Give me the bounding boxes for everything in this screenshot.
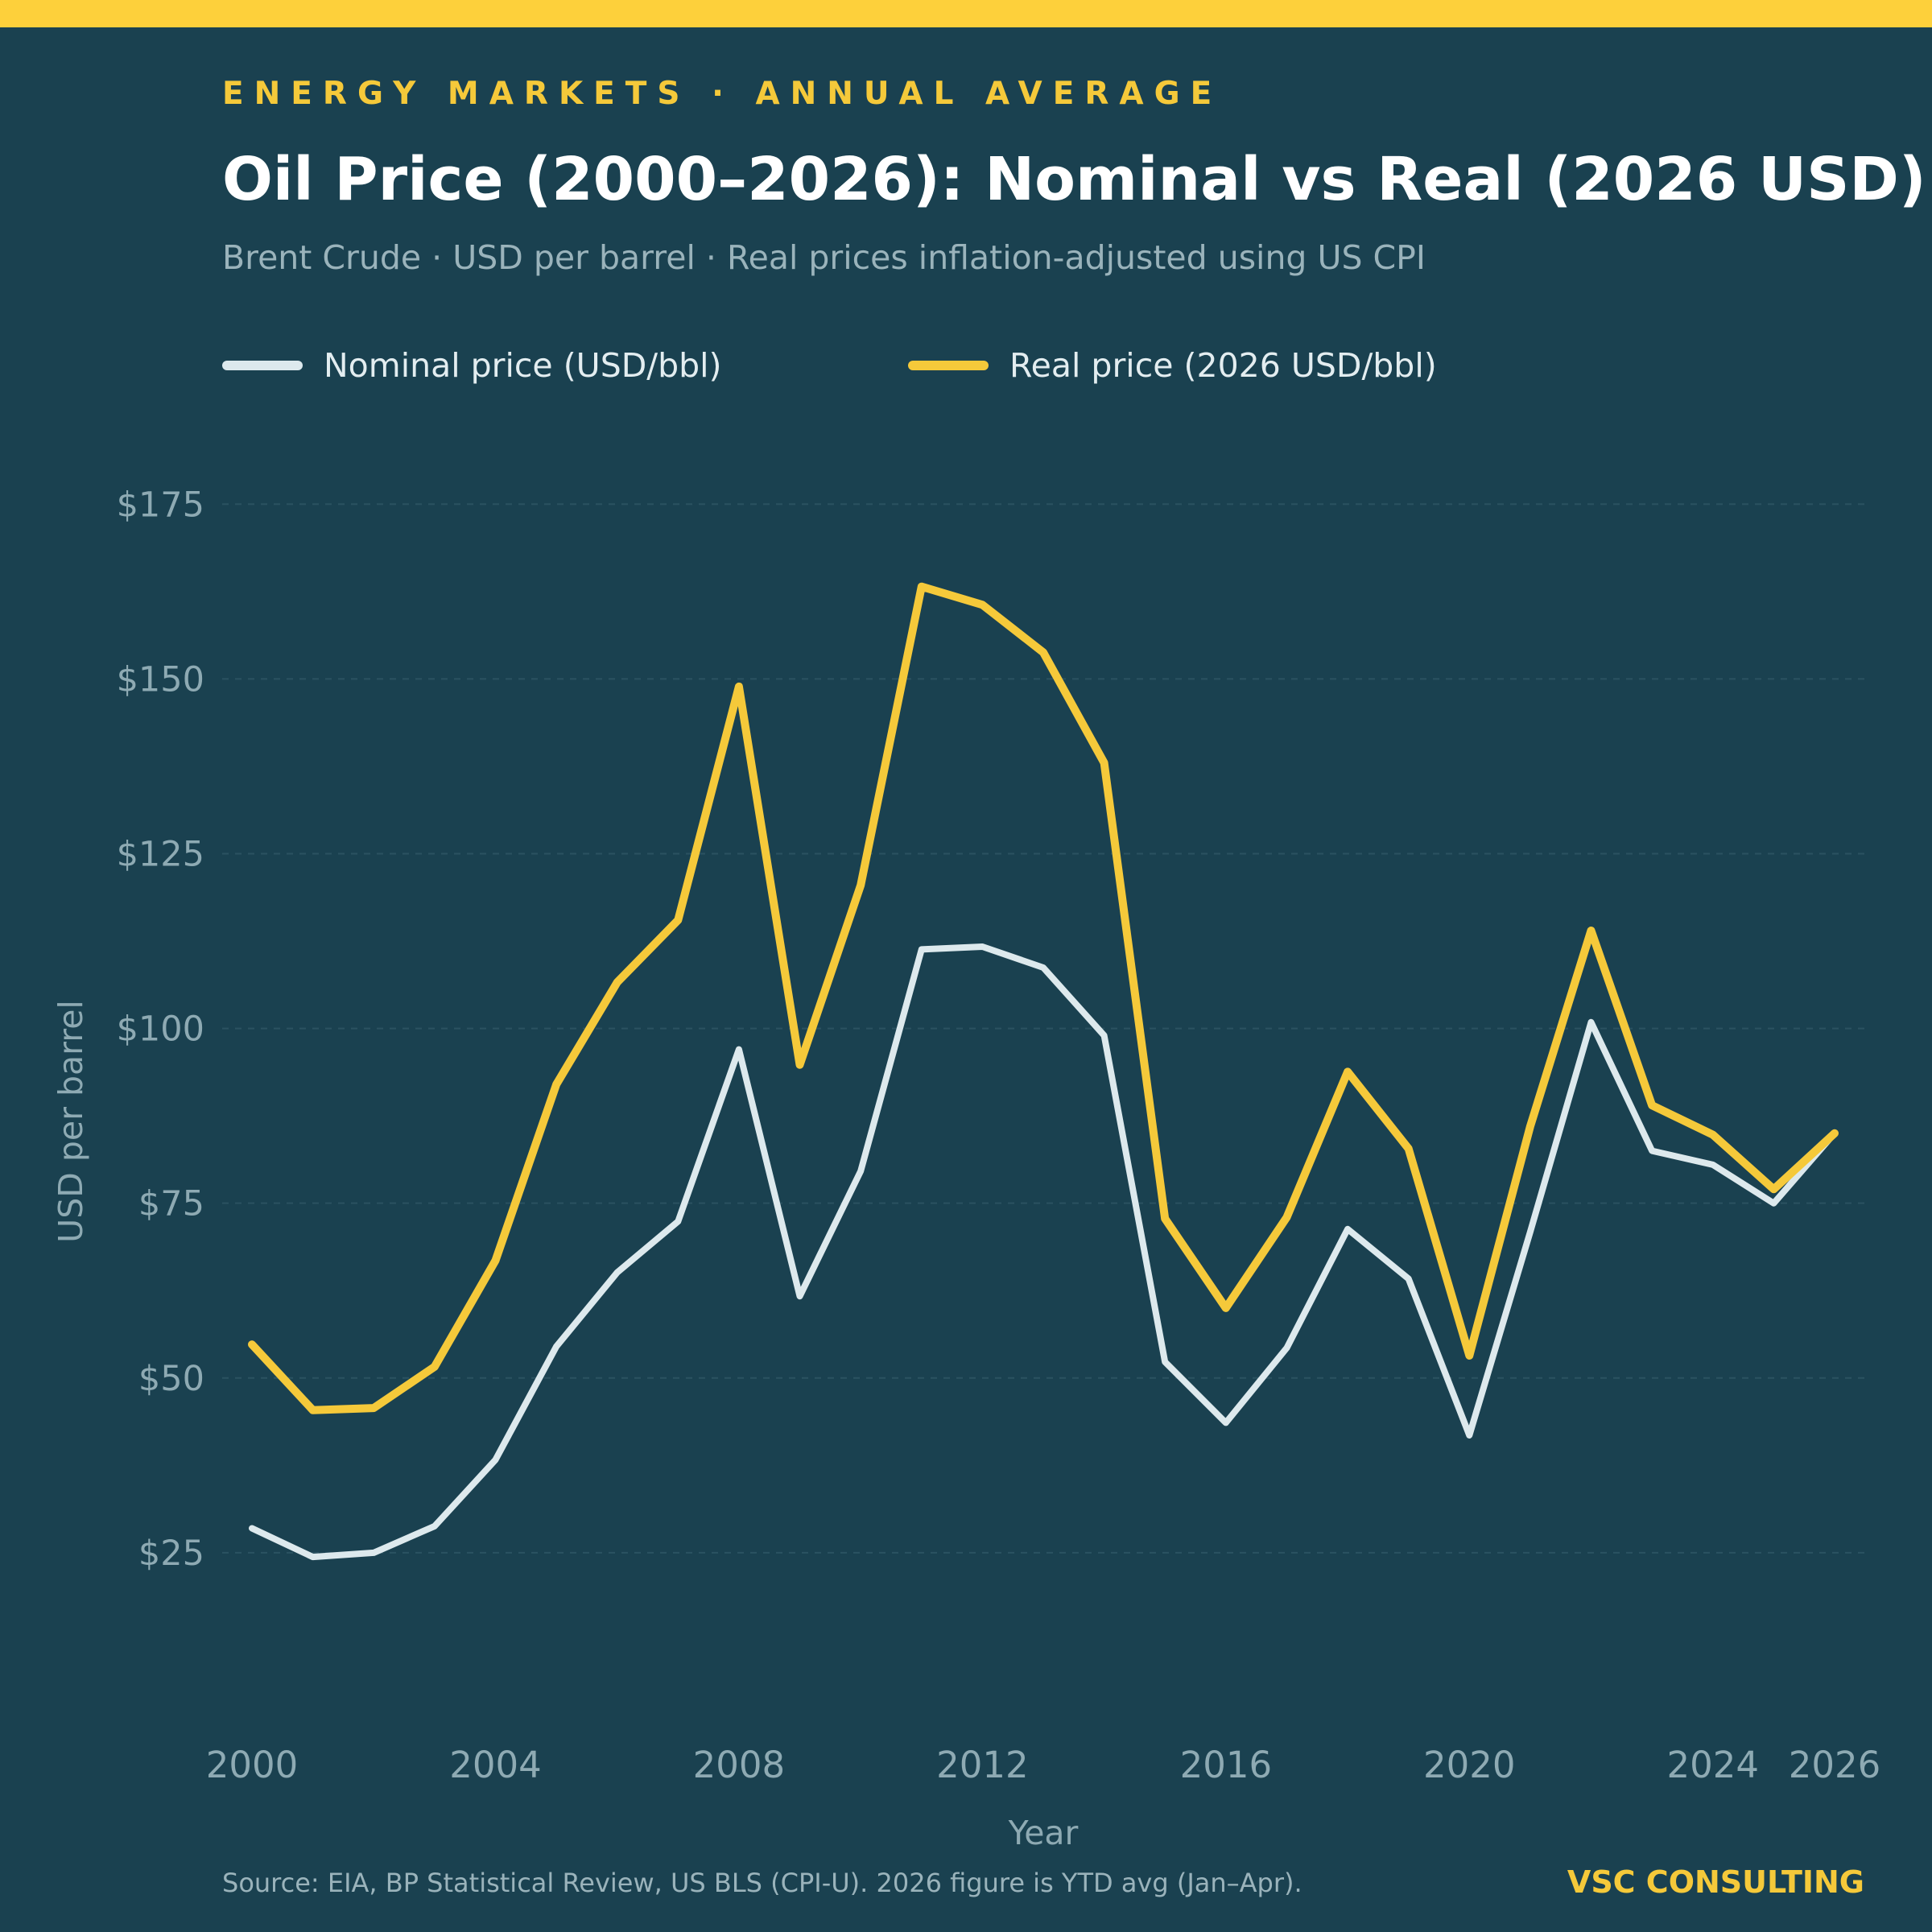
legend-item-nominal: Nominal price (USD/bbl) [222,346,722,385]
legend-swatch-nominal [222,361,303,370]
series-line-nominal [249,943,1838,1561]
legend-label-real: Real price (2026 USD/bbl) [1009,346,1437,385]
y-tick-label: $100 [117,1009,204,1050]
y-axis-label: USD per barrel [52,1000,90,1243]
x-tick-label: 2012 [936,1744,1029,1786]
y-tick-label: $75 [138,1184,204,1224]
y-tick-label: $50 [138,1359,204,1399]
source-note: Source: EIA, BP Statistical Review, US B… [222,1868,1302,1898]
y-tick-label: $150 [117,659,204,700]
chart-series [248,582,1839,1561]
x-tick-label: 2008 [693,1744,786,1786]
y-tick-label: $125 [117,834,204,874]
x-tick-label: 2004 [449,1744,542,1786]
x-tick-label: 2016 [1180,1744,1273,1786]
chart-grid [222,503,1864,1554]
chart-subtitle: Brent Crude · USD per barrel · Real pric… [222,238,1426,277]
x-tick-label: 2000 [206,1744,299,1786]
y-tick-label: $25 [138,1534,204,1574]
x-tick-label: 2024 [1667,1744,1760,1786]
y-tick-label: $175 [117,485,204,525]
legend-label-nominal: Nominal price (USD/bbl) [324,346,722,385]
x-tick-label: 2020 [1423,1744,1516,1786]
x-axis-label: Year [1008,1814,1079,1852]
y-axis-ticks: $25 $50 $75 $100 $125 $150 $175 [117,485,204,1574]
legend-item-real: Real price (2026 USD/bbl) [908,346,1437,385]
x-tick-label: 2026 [1789,1744,1881,1786]
chart-kicker: ENERGY MARKETS · ANNUAL AVERAGE [222,76,1223,112]
chart-title: Oil Price (2000–2026): Nominal vs Real (… [222,145,1926,214]
top-accent-bar [0,0,1932,27]
legend-swatch-real [908,361,989,370]
brand-logo-text: VSC CONSULTING [1567,1864,1864,1900]
x-axis-ticks: 2000 2004 2008 2012 2016 2020 2024 2026 [206,1744,1881,1786]
series-line-real [248,582,1839,1414]
